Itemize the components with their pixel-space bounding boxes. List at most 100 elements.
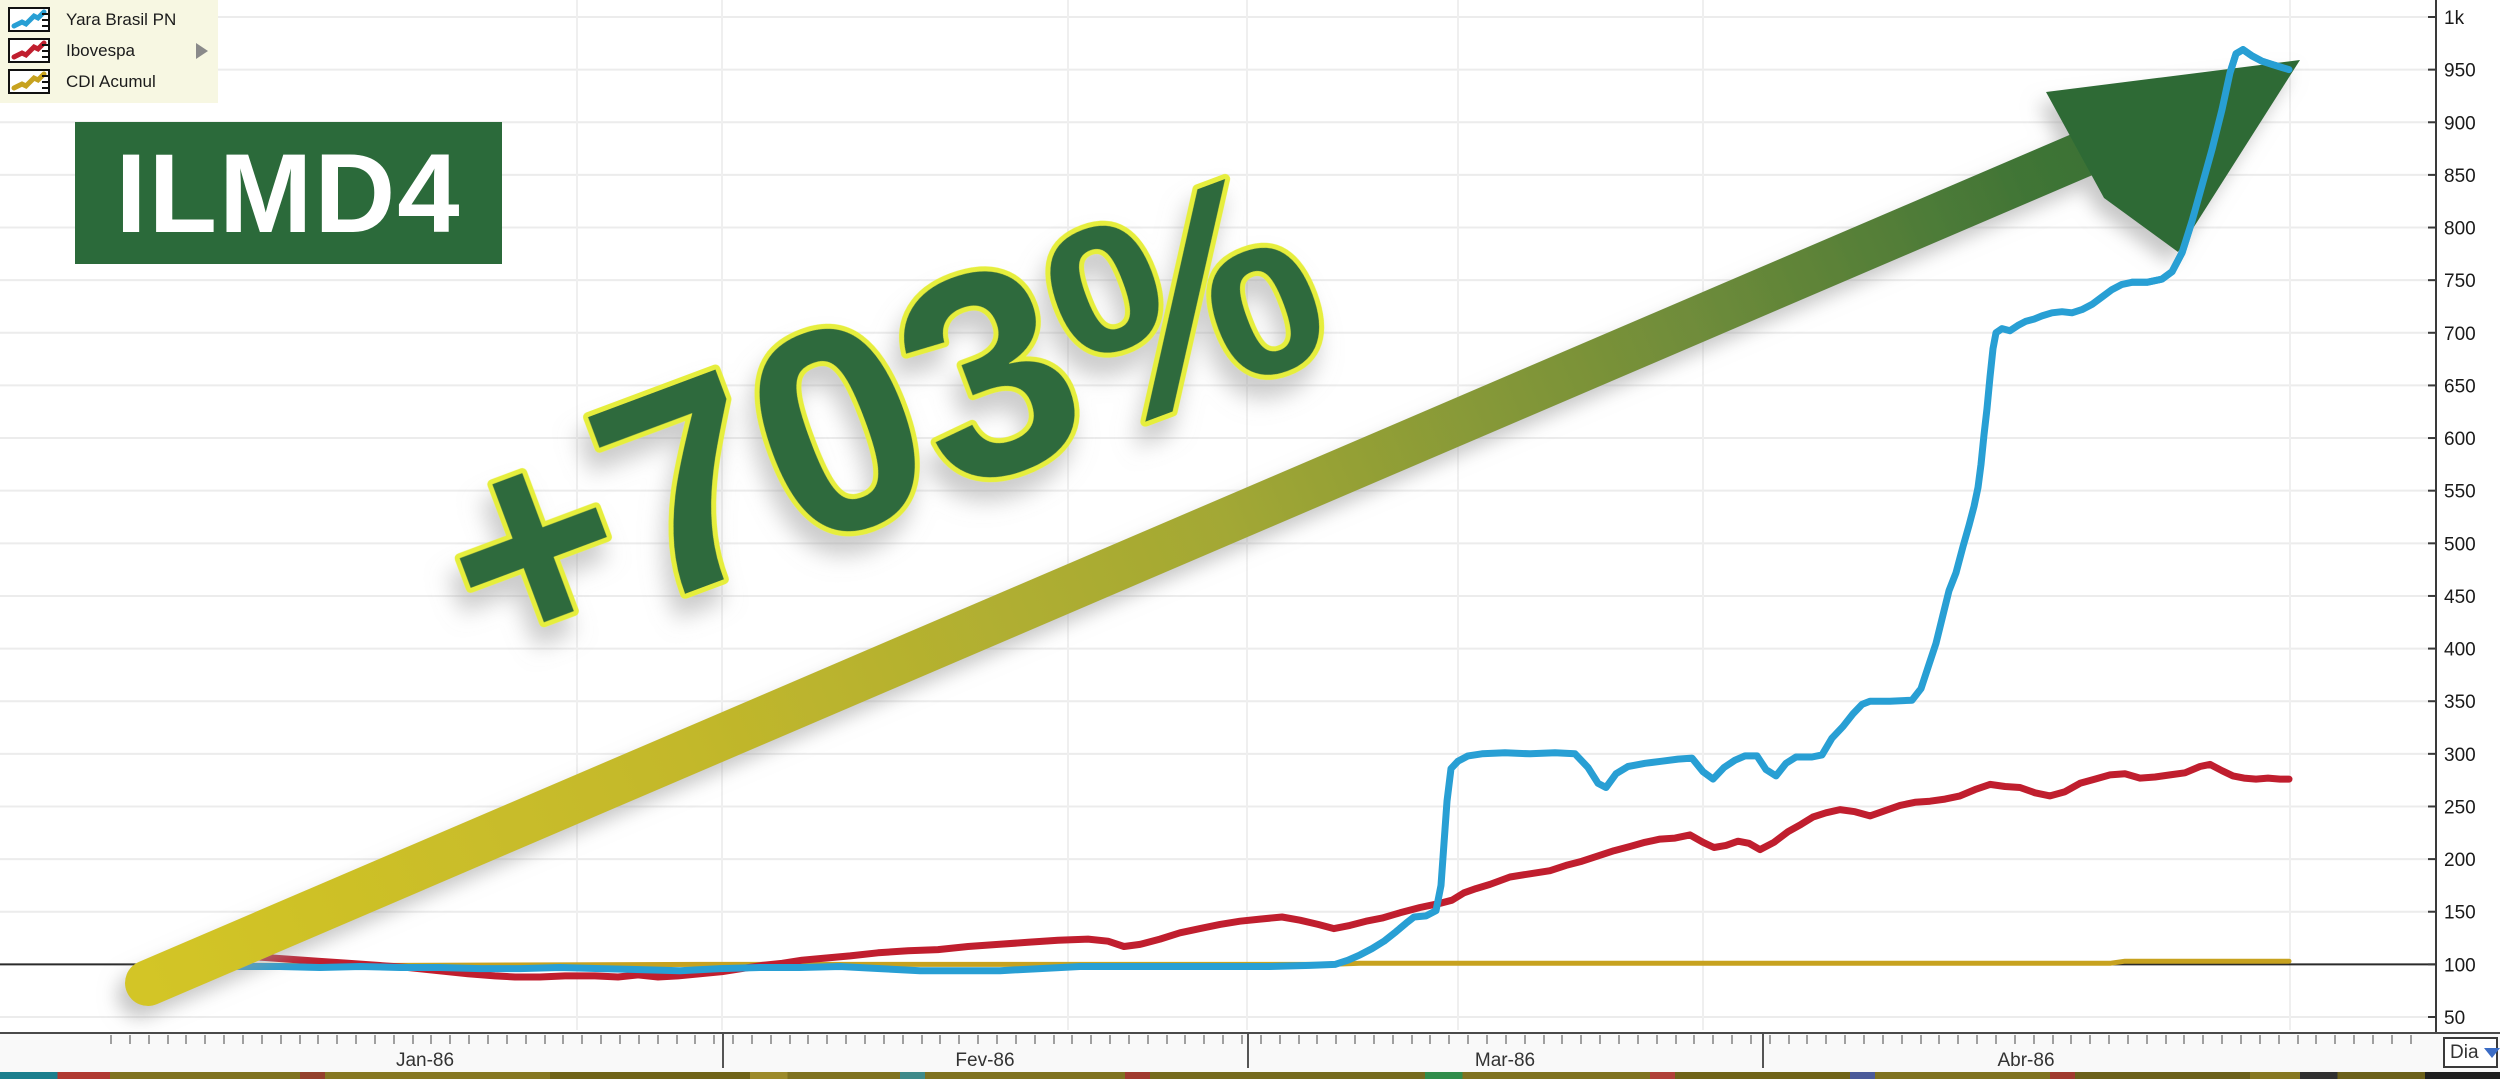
x-axis-minor-tick <box>562 1035 564 1044</box>
svg-text:700: 700 <box>2444 324 2476 345</box>
month-boundary-tick <box>1762 1034 1764 1068</box>
period-selector[interactable]: Dia <box>2443 1037 2500 1068</box>
x-axis-minor-tick <box>1166 1035 1168 1044</box>
x-axis-minor-tick <box>2108 1035 2110 1044</box>
x-axis-minor-tick <box>657 1035 659 1044</box>
x-axis-minor-tick <box>2014 1035 2016 1044</box>
x-axis-minor-tick <box>1354 1035 1356 1044</box>
svg-text:850: 850 <box>2444 166 2476 187</box>
x-axis-minor-tick <box>1957 1035 1959 1044</box>
x-axis-minor-tick <box>1316 1035 1318 1044</box>
svg-text:450: 450 <box>2444 587 2476 608</box>
x-axis-minor-tick <box>1128 1035 1130 1044</box>
gridlines <box>0 0 2436 1030</box>
svg-text:750: 750 <box>2444 271 2476 292</box>
x-axis-minor-tick <box>1561 1035 1563 1044</box>
x-axis-minor-tick <box>751 1035 753 1044</box>
x-axis-minor-tick <box>1656 1035 1658 1044</box>
legend-label: CDI Acumul <box>66 71 156 91</box>
x-axis-minor-tick <box>242 1035 244 1044</box>
x-axis-minor-tick <box>600 1035 602 1044</box>
x-axis-minor-tick <box>430 1035 432 1044</box>
x-axis-minor-tick <box>1392 1035 1394 1044</box>
line-series-icon <box>8 7 50 32</box>
x-axis-minor-tick <box>789 1035 791 1044</box>
x-axis-minor-tick <box>2221 1035 2223 1044</box>
x-axis-minor-tick <box>1693 1035 1695 1044</box>
x-axis-minor-tick <box>996 1035 998 1044</box>
x-axis-minor-tick <box>1071 1035 1073 1044</box>
x-axis-minor-tick <box>676 1035 678 1044</box>
month-label: Mar-86 <box>1474 1050 1536 1071</box>
x-axis-minor-tick <box>2202 1035 2204 1044</box>
svg-text:900: 900 <box>2444 113 2476 134</box>
x-axis-minor-tick <box>1203 1035 1205 1044</box>
x-axis-minor-tick <box>2127 1035 2129 1044</box>
x-axis-minor-tick <box>845 1035 847 1044</box>
x-axis-minor-tick <box>1411 1035 1413 1044</box>
submenu-arrow-icon[interactable] <box>196 43 208 59</box>
x-axis-minor-tick <box>694 1035 696 1044</box>
month-boundary-tick <box>1247 1034 1249 1068</box>
x-axis-minor-tick <box>1034 1035 1036 1044</box>
legend-item-yara-brasil[interactable]: Yara Brasil PN <box>0 4 218 35</box>
line-series-icon <box>8 38 50 63</box>
x-axis-minor-tick <box>1467 1035 1469 1044</box>
x-axis-minor-tick <box>412 1035 414 1044</box>
legend-label: Yara Brasil PN <box>66 9 177 29</box>
y-axis-scale: 1k 950 900 850 800 750 700 650 600 550 500 450 400 35… <box>2428 0 2476 1032</box>
x-axis-minor-tick <box>2240 1035 2242 1044</box>
svg-text:950: 950 <box>2444 61 2476 82</box>
svg-text:300: 300 <box>2444 745 2476 766</box>
chevron-down-icon <box>2483 1047 2500 1058</box>
x-axis-minor-tick <box>1976 1035 1978 1044</box>
x-axis-minor-tick <box>167 1035 169 1044</box>
x-axis-minor-tick <box>355 1035 357 1044</box>
x-axis-minor-tick <box>807 1035 809 1044</box>
x-axis-minor-tick <box>2334 1035 2336 1044</box>
x-axis-minor-tick <box>506 1035 508 1044</box>
line-series-icon <box>8 69 50 94</box>
x-axis-minor-tick <box>2353 1035 2355 1044</box>
x-axis-minor-tick <box>487 1035 489 1044</box>
x-axis-minor-tick <box>1825 1035 1827 1044</box>
svg-text:650: 650 <box>2444 376 2476 397</box>
legend-item-ibovespa[interactable]: Ibovespa <box>0 35 218 66</box>
x-axis-minor-tick <box>1109 1035 1111 1044</box>
x-axis-minor-tick <box>204 1035 206 1044</box>
svg-text:250: 250 <box>2444 797 2476 818</box>
svg-text:50: 50 <box>2444 1008 2465 1029</box>
x-axis-minor-tick <box>1373 1035 1375 1044</box>
x-axis-minor-tick <box>299 1035 301 1044</box>
x-axis-minor-tick <box>1486 1035 1488 1044</box>
x-axis-minor-tick <box>732 1035 734 1044</box>
x-axis-minor-tick <box>148 1035 150 1044</box>
x-axis-minor-tick <box>185 1035 187 1044</box>
ticker-symbol: ILMD4 <box>115 130 462 256</box>
x-axis-minor-tick <box>1241 1035 1243 1044</box>
x-axis-minor-tick <box>939 1035 941 1044</box>
x-axis-minor-tick <box>902 1035 904 1044</box>
x-axis-minor-tick <box>2278 1035 2280 1044</box>
x-axis-minor-tick <box>2297 1035 2299 1044</box>
x-axis-minor-tick <box>619 1035 621 1044</box>
svg-text:500: 500 <box>2444 534 2476 555</box>
x-axis-minor-tick <box>713 1035 715 1044</box>
x-axis-minor-tick <box>1015 1035 1017 1044</box>
x-axis-minor-tick <box>468 1035 470 1044</box>
legend-item-cdi[interactable]: CDI Acumul <box>0 66 218 97</box>
x-axis-minor-tick <box>1599 1035 1601 1044</box>
x-axis-minor-tick <box>2165 1035 2167 1044</box>
x-axis-minor-tick <box>1543 1035 1545 1044</box>
x-axis-minor-tick <box>638 1035 640 1044</box>
legend-panel: Yara Brasil PN Ibovespa CDI Acumul <box>0 0 218 103</box>
x-axis-minor-tick <box>1298 1035 1300 1044</box>
x-axis-minor-tick <box>1260 1035 1262 1044</box>
x-axis-minor-tick <box>1637 1035 1639 1044</box>
legend-label: Ibovespa <box>66 40 135 60</box>
x-axis-minor-tick <box>336 1035 338 1044</box>
x-axis-minor-tick <box>1712 1035 1714 1044</box>
x-axis-minor-tick <box>864 1035 866 1044</box>
mini-navigator-strip[interactable] <box>0 1072 2500 1079</box>
